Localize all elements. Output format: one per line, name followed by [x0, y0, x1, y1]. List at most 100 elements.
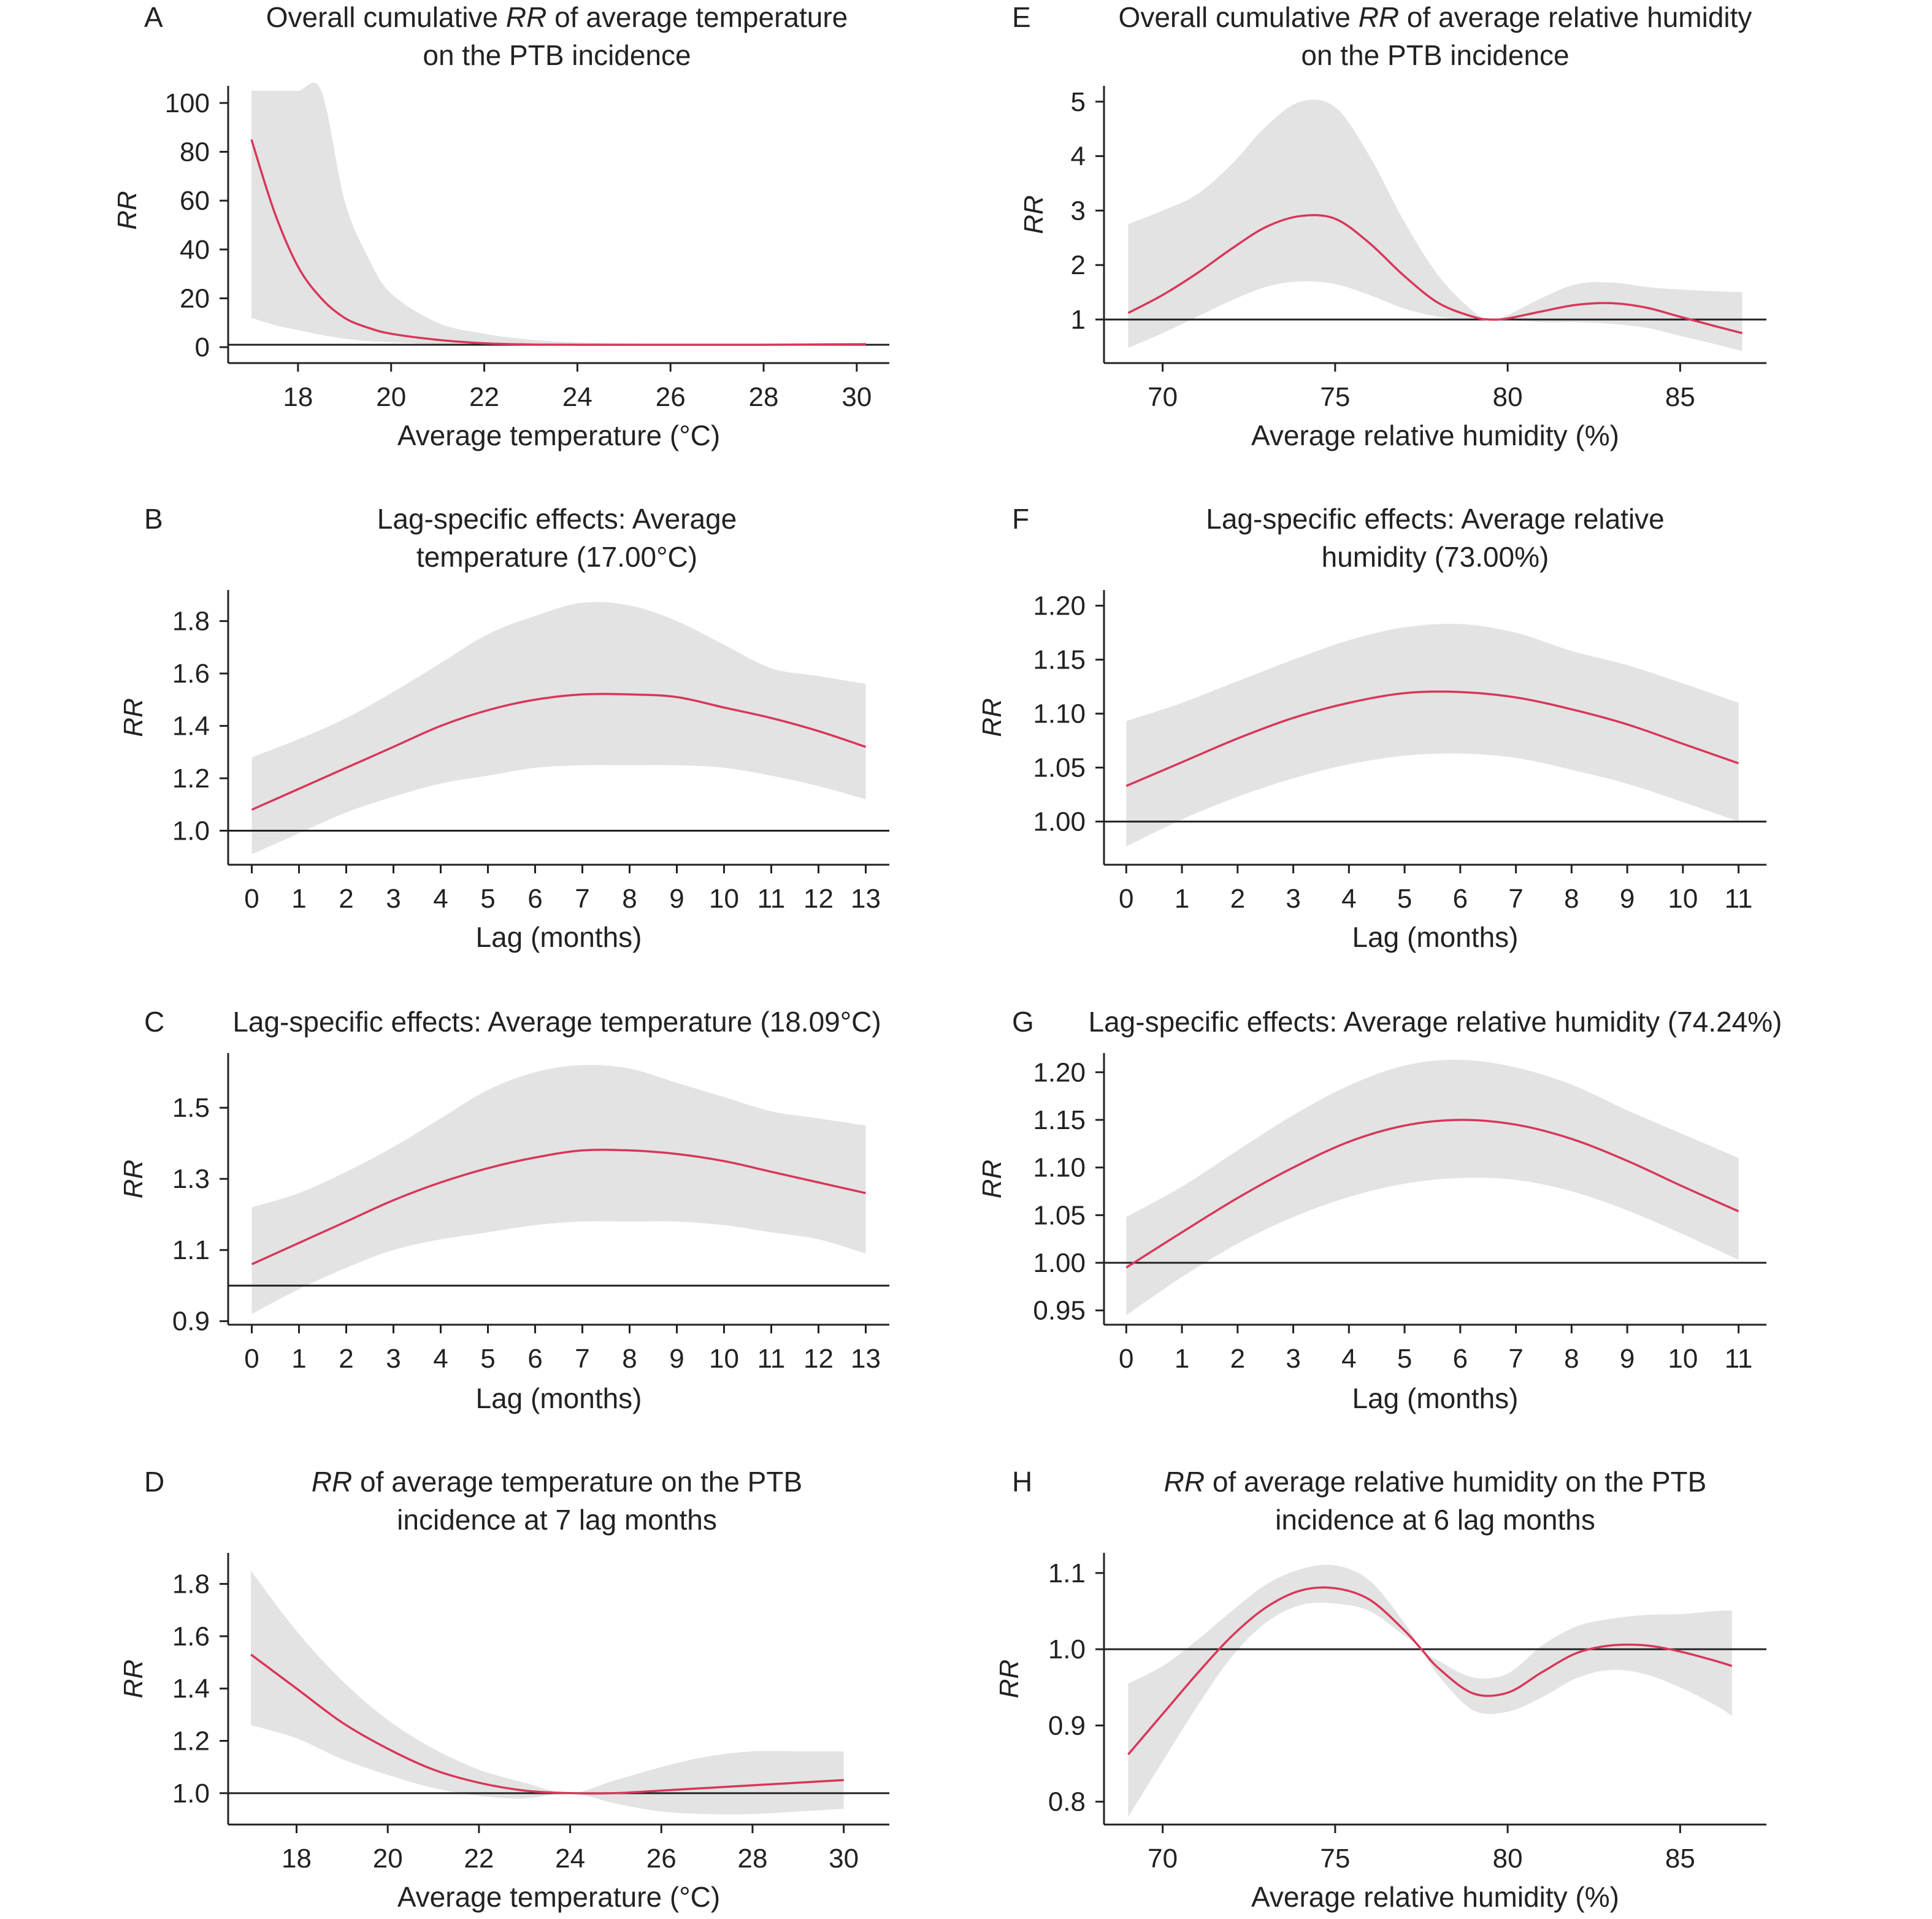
x-tick-label: 10	[709, 1344, 739, 1374]
y-tick-label: 1.8	[172, 1569, 210, 1599]
x-axis-title: Lag (months)	[475, 921, 642, 953]
panel-title-line: Overall cumulative RR of average relativ…	[1119, 1, 1752, 33]
x-tick-label: 80	[1493, 382, 1523, 412]
y-tick-label: 3	[1071, 196, 1086, 226]
rr-line	[1127, 1586, 1733, 1755]
title-segment: of average relative humidity on the PTB	[1205, 1466, 1706, 1498]
x-axis-title: Lag (months)	[1352, 921, 1518, 953]
x-tick-label: 4	[1341, 1344, 1356, 1374]
x-tick-label: 4	[1341, 884, 1356, 914]
y-axis-title: RR	[1019, 195, 1049, 234]
panel-letter: B	[144, 503, 163, 535]
panel-h: H RR of average relative humidity on the …	[994, 1466, 1766, 1913]
y-tick-label: 1.0	[172, 1779, 210, 1809]
x-tick-label: 2	[339, 1344, 353, 1374]
title-segment: Overall cumulative	[1119, 1, 1359, 33]
x-tick-label: 3	[1286, 1344, 1300, 1374]
title-segment: Lag-specific effects: Average	[377, 503, 737, 535]
x-tick-label: 11	[757, 1344, 786, 1374]
ci-band	[251, 1065, 866, 1314]
y-axis-title: RR	[118, 1660, 148, 1699]
y-tick-label: 0.9	[1048, 1710, 1086, 1741]
y-tick-label: 1.6	[172, 1622, 210, 1652]
x-tick-label: 9	[1620, 884, 1635, 914]
y-tick-label: 4	[1071, 142, 1086, 172]
panel-title-line: Overall cumulative RR of average tempera…	[266, 1, 848, 33]
ci-band	[251, 602, 866, 854]
x-tick-label: 7	[1508, 1344, 1523, 1374]
x-tick-label: 8	[622, 884, 637, 914]
x-tick-label: 3	[386, 1344, 401, 1374]
x-tick-label: 10	[1668, 1344, 1698, 1374]
y-tick-label: 0.9	[172, 1306, 210, 1336]
x-tick-label: 13	[851, 884, 881, 914]
panel-b: B Lag-specific effects: Average temperatur…	[118, 503, 889, 953]
y-tick-label: 1.0	[172, 816, 210, 846]
title-segment: RR	[506, 1, 546, 33]
y-tick-label: 1.20	[1033, 591, 1086, 621]
x-tick-label: 2	[339, 884, 353, 914]
panel-title-line: RR of average temperature on the PTB	[312, 1466, 802, 1498]
rr-line	[251, 1148, 866, 1265]
panel-d: D RR of average temperature on the PTB inc…	[118, 1466, 889, 1913]
y-axis-title: RR	[977, 1160, 1007, 1199]
panel-letter: H	[1012, 1466, 1032, 1498]
x-tick-label: 70	[1148, 1844, 1178, 1874]
title-segment: of average temperature on the PTB	[352, 1466, 802, 1498]
y-tick-label: 80	[180, 137, 210, 167]
x-tick-label: 10	[1668, 884, 1698, 914]
rr-line	[250, 139, 867, 346]
y-tick-label: 1.10	[1033, 1153, 1086, 1183]
ci-band	[1128, 1565, 1732, 1817]
x-tick-label: 9	[1620, 1344, 1635, 1374]
x-tick-label: 1	[1175, 884, 1189, 914]
x-tick-label: 5	[1397, 884, 1412, 914]
y-tick-label: 5	[1071, 87, 1086, 117]
x-tick-label: 6	[527, 884, 542, 914]
panel-title-line: Lag-specific effects: Average temperatur…	[232, 1006, 881, 1038]
rr-line	[250, 1653, 844, 1795]
x-tick-label: 26	[656, 382, 686, 412]
y-tick-label: 1.4	[172, 1674, 210, 1704]
y-tick-label: 1.15	[1033, 1105, 1086, 1135]
x-tick-label: 0	[244, 884, 259, 914]
title-segment: Lag-specific effects: Average relative	[1206, 503, 1665, 535]
x-tick-label: 9	[669, 1344, 684, 1374]
x-tick-label: 10	[709, 884, 739, 914]
x-tick-label: 20	[376, 382, 406, 412]
panel-letter: G	[1012, 1006, 1034, 1038]
title-segment: on the PTB incidence	[423, 39, 691, 71]
x-tick-label: 0	[244, 1344, 259, 1374]
x-tick-label: 7	[575, 884, 589, 914]
x-tick-label: 1	[291, 884, 306, 914]
x-tick-label: 18	[283, 382, 313, 412]
x-tick-label: 22	[464, 1844, 494, 1874]
panel-title-line: on the PTB incidence	[423, 39, 691, 71]
panel-title-line: temperature (17.00°C)	[416, 541, 697, 573]
y-tick-label: 1.00	[1033, 1248, 1086, 1278]
x-axis-title: Average relative humidity (%)	[1251, 1881, 1619, 1913]
title-segment: on the PTB incidence	[1301, 39, 1569, 71]
x-tick-label: 75	[1320, 1844, 1350, 1874]
x-tick-label: 3	[1286, 884, 1300, 914]
y-tick-label: 1.05	[1033, 1200, 1086, 1230]
x-tick-label: 6	[527, 1344, 542, 1374]
title-segment: temperature (17.00°C)	[416, 541, 697, 573]
y-tick-label: 1.8	[172, 607, 210, 637]
panel-title-line: Lag-specific effects: Average	[377, 503, 737, 535]
x-tick-label: 0	[1119, 884, 1133, 914]
y-tick-label: 1.20	[1033, 1057, 1086, 1087]
x-tick-label: 18	[282, 1844, 312, 1874]
x-tick-label: 30	[841, 382, 872, 412]
y-tick-label: 2	[1071, 250, 1086, 280]
x-tick-label: 5	[480, 884, 495, 914]
x-tick-label: 22	[469, 382, 499, 412]
panel-title-line: Lag-specific effects: Average relative	[1206, 503, 1665, 535]
x-tick-label: 8	[1564, 884, 1579, 914]
panel-letter: A	[144, 1, 163, 33]
y-axis-title: RR	[118, 698, 148, 737]
panel-title-line: incidence at 6 lag months	[1275, 1504, 1595, 1536]
x-tick-label: 1	[1175, 1344, 1189, 1374]
panel-e: E Overall cumulative RR of average relati…	[1012, 1, 1766, 451]
